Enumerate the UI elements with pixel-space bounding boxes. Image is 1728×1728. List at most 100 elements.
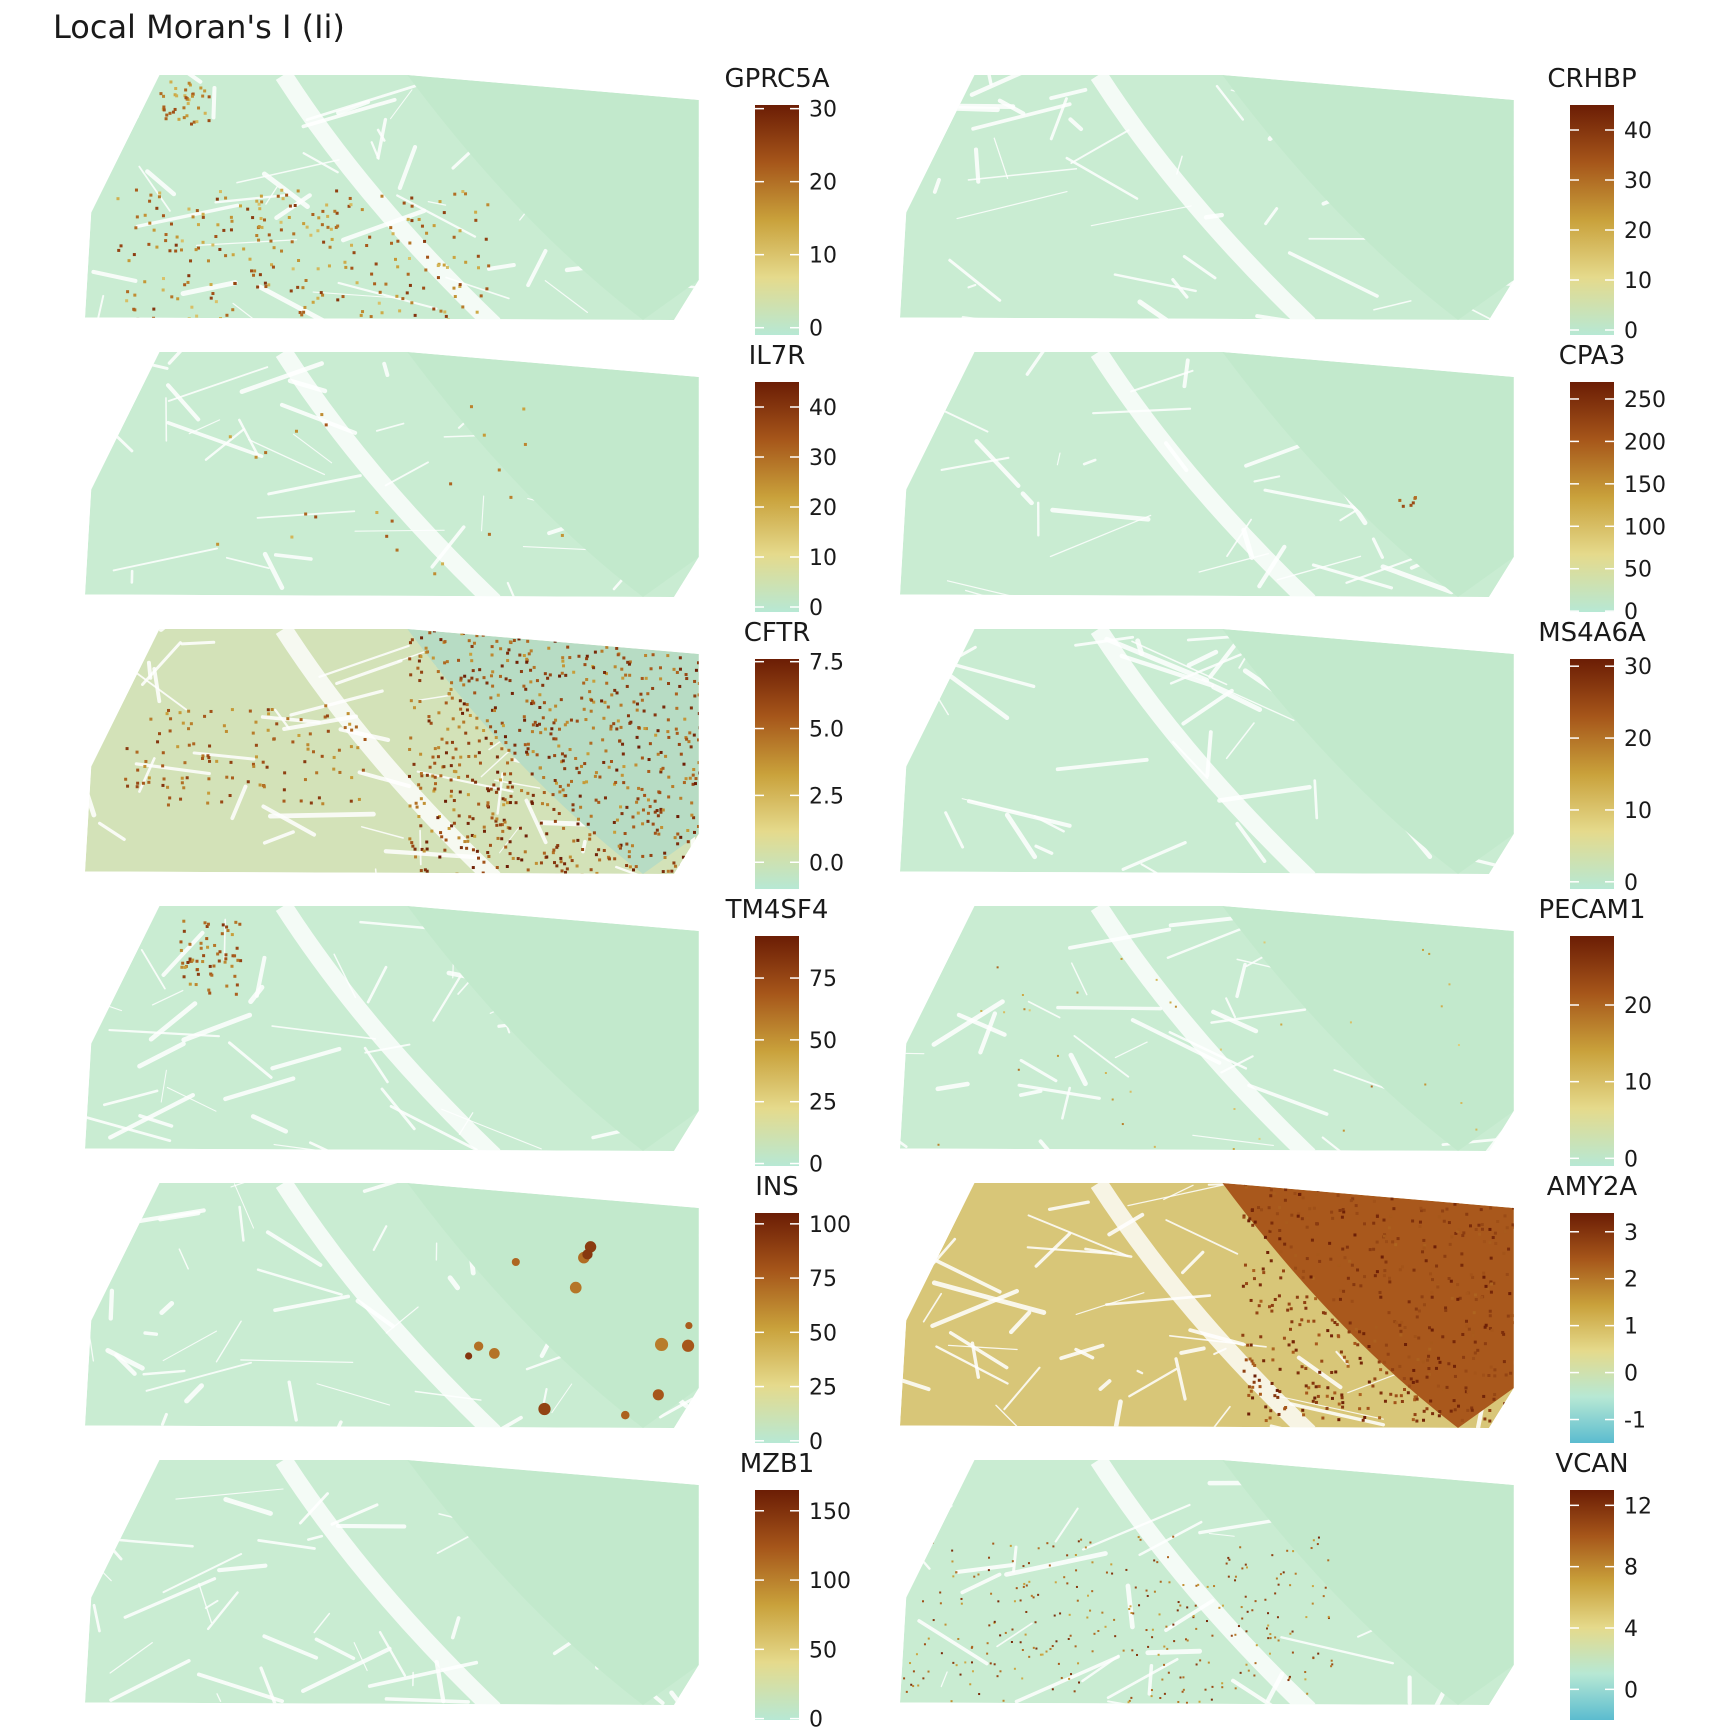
colorbar-tick-label: 0.0: [809, 851, 844, 876]
colorbar-tick-label: 20: [1624, 219, 1652, 244]
tissue-map: [900, 629, 1514, 874]
colorbar-tick-label: 75: [809, 1267, 837, 1292]
colorbar-tick-label: 10: [809, 546, 837, 571]
colorbar: [1570, 1490, 1614, 1720]
colorbar: [1570, 936, 1614, 1166]
colorbar-title: CRHBP: [1547, 64, 1636, 94]
colorbar-title: VCAN: [1555, 1449, 1628, 1479]
colorbar-title: TM4SF4: [725, 895, 829, 925]
colorbar-tick-label: 40: [1624, 119, 1652, 144]
colorbar-title: INS: [755, 1172, 799, 1202]
colorbar-tick-label: 0: [1624, 1147, 1638, 1172]
tissue-map: [900, 1183, 1514, 1428]
colorbar-tick-label: 0: [1624, 1362, 1638, 1387]
colorbar-title: AMY2A: [1547, 1172, 1638, 1202]
colorbar-tick-label: 20: [1624, 994, 1652, 1019]
colorbar-tick-label: -1: [1624, 1409, 1646, 1434]
panel-cpa3: CPA3 0 50 100 150 200 250: [900, 341, 1666, 625]
colorbar: [1570, 659, 1614, 889]
colorbar-tick-label: 3: [1624, 1221, 1638, 1246]
colorbar: [1570, 382, 1614, 612]
colorbar: [755, 1213, 799, 1443]
panel-ins: INS 0 25 50 75 100: [85, 1172, 851, 1455]
colorbar-title: MS4A6A: [1538, 618, 1646, 648]
panel-crhbp: CRHBP 0 10 20 30 40: [900, 64, 1652, 344]
tissue-map: [85, 1183, 699, 1428]
colorbar-tick-label: 30: [1624, 169, 1652, 194]
colorbar-tick-label: 20: [809, 496, 837, 521]
colorbar-tick-label: 0: [1624, 871, 1638, 896]
colorbar-tick-label: 0: [809, 317, 823, 342]
colorbar-tick-label: 100: [1624, 515, 1666, 540]
colorbar: [1570, 1213, 1614, 1443]
colorbar-tick-label: 0: [809, 1430, 823, 1455]
tissue-map: [900, 352, 1514, 597]
colorbar-tick-label: 0: [809, 596, 823, 621]
colorbar-tick-label: 75: [809, 967, 837, 992]
colorbar-tick-label: 0: [809, 1708, 823, 1728]
tissue-map: [85, 1460, 699, 1705]
panel-pecam1: PECAM1 0 10 20: [900, 895, 1652, 1172]
panel-tm4sf4: TM4SF4 0 25 50 75: [85, 895, 837, 1178]
colorbar-title: CFTR: [744, 618, 811, 648]
colorbar-tick-label: 20: [809, 171, 837, 196]
colorbar-title: CPA3: [1559, 341, 1626, 371]
colorbar: [755, 1490, 799, 1720]
colorbar-tick-label: 10: [1624, 269, 1652, 294]
colorbar-title: GPRC5A: [724, 64, 829, 94]
colorbar-tick-label: 150: [1624, 473, 1666, 498]
colorbar-tick-label: 4: [1624, 1617, 1638, 1642]
colorbar-tick-label: 0: [809, 1153, 823, 1178]
panel-il7r: IL7R 0 10 20 30 40: [85, 341, 837, 621]
panel-cftr: CFTR 0.0 2.5 5.0 7.5: [85, 618, 844, 889]
colorbar-tick-label: 150: [809, 1500, 851, 1525]
tissue-map: [900, 906, 1514, 1151]
colorbar-tick-label: 200: [1624, 430, 1666, 455]
colorbar-tick-label: 7.5: [809, 651, 844, 676]
tissue-map: [900, 75, 1514, 320]
colorbar-tick-label: 0: [1624, 1678, 1638, 1703]
colorbar-tick-label: 2: [1624, 1268, 1638, 1293]
colorbar: [755, 659, 799, 889]
tissue-map: [85, 75, 699, 320]
colorbar-tick-label: 50: [1624, 558, 1652, 583]
colorbar-tick-label: 12: [1624, 1494, 1652, 1519]
panel-gprc5a: GPRC5A 0 10 20 30: [85, 64, 837, 342]
colorbar-tick-label: 50: [809, 1029, 837, 1054]
colorbar-tick-label: 10: [809, 244, 837, 269]
colorbar-tick-label: 10: [1624, 799, 1652, 824]
colorbar: [755, 382, 799, 612]
colorbar-tick-label: 0: [1624, 600, 1638, 625]
colorbar-tick-label: 100: [809, 1213, 851, 1238]
colorbar: [755, 105, 799, 335]
colorbar-tick-label: 20: [1624, 727, 1652, 752]
panel-mzb1: MZB1 0 50 100 150: [85, 1449, 851, 1728]
colorbar-tick-label: 0: [1624, 319, 1638, 344]
colorbar-tick-label: 50: [809, 1321, 837, 1346]
colorbar: [1570, 105, 1614, 335]
tissue-map: [85, 352, 699, 597]
colorbar-tick-label: 10: [1624, 1071, 1652, 1096]
panel-amy2a: AMY2A -1 0 1 2 3: [900, 1172, 1646, 1443]
colorbar-tick-label: 40: [809, 396, 837, 421]
colorbar-tick-label: 2.5: [809, 784, 844, 809]
colorbar-tick-label: 30: [809, 446, 837, 471]
colorbar-title: IL7R: [749, 341, 806, 371]
colorbar-tick-label: 25: [809, 1091, 837, 1116]
tissue-map: [85, 629, 699, 874]
colorbar-title: MZB1: [740, 1449, 815, 1479]
colorbar-tick-label: 5.0: [809, 718, 844, 743]
colorbar-tick-label: 50: [809, 1638, 837, 1663]
panel-ms4a6a: MS4A6A 0 10 20 30: [900, 618, 1652, 896]
figure-title: Local Moran's I (Ii): [53, 8, 345, 46]
panel-vcan: VCAN 0 4 8 12: [900, 1449, 1652, 1720]
colorbar-tick-label: 30: [1624, 655, 1652, 680]
colorbar-tick-label: 30: [809, 98, 837, 123]
colorbar-tick-label: 100: [809, 1569, 851, 1594]
colorbar: [755, 936, 799, 1166]
colorbar-tick-label: 25: [809, 1376, 837, 1401]
colorbar-tick-label: 250: [1624, 388, 1666, 413]
colorbar-title: PECAM1: [1538, 895, 1645, 925]
tissue-map: [85, 906, 699, 1151]
